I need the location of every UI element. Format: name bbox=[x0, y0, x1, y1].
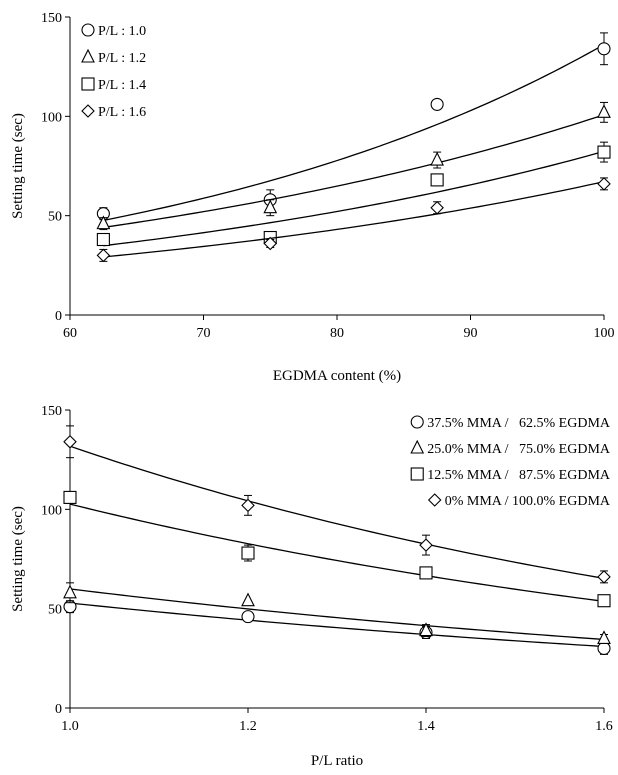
y-tick-label: 50 bbox=[48, 603, 62, 618]
trendline bbox=[69, 445, 605, 579]
y-tick-label: 0 bbox=[55, 702, 62, 717]
legend-circle-icon bbox=[81, 23, 95, 37]
series-square bbox=[96, 141, 611, 247]
y-tick-label: 150 bbox=[41, 404, 62, 419]
data-point-square bbox=[597, 145, 611, 159]
legend-square-icon bbox=[410, 467, 424, 481]
legend-label: P/L : 1.0 bbox=[98, 24, 146, 39]
y-tick-label: 100 bbox=[41, 110, 62, 125]
data-point-triangle bbox=[263, 199, 278, 214]
series-triangle bbox=[63, 582, 611, 645]
data-point-diamond bbox=[96, 248, 111, 263]
legend-label: 12.5% MMA / 87.5% EGDMA bbox=[427, 468, 611, 483]
trendline bbox=[69, 588, 605, 641]
trendline bbox=[103, 150, 605, 247]
y-tick-label: 0 bbox=[55, 309, 62, 324]
data-point-square bbox=[241, 546, 255, 560]
data-point-square bbox=[597, 594, 611, 608]
series-square bbox=[63, 490, 611, 608]
x-tick-label: 100 bbox=[594, 326, 615, 341]
data-point-diamond bbox=[63, 435, 77, 449]
legend-circle-icon bbox=[410, 415, 424, 429]
legend-label: 0% MMA / 100.0% EGDMA bbox=[445, 494, 611, 509]
series-circle bbox=[63, 600, 611, 655]
data-point-diamond bbox=[419, 538, 433, 552]
legend-triangle-icon bbox=[81, 48, 95, 63]
series-triangle bbox=[96, 101, 611, 231]
data-point-diamond bbox=[597, 177, 611, 191]
chart-egdma-content: 0 50 100 150 60 70 80 90 100 EGDMA content (%) Set… bbox=[10, 11, 615, 384]
data-point-triangle bbox=[63, 584, 77, 599]
data-point-square bbox=[419, 566, 433, 580]
x-tick-label: 1.2 bbox=[239, 719, 257, 734]
series-diamond bbox=[96, 177, 611, 263]
x-tick-label: 1.6 bbox=[595, 719, 613, 734]
series-circle bbox=[96, 32, 611, 222]
x-tick-label: 60 bbox=[63, 326, 77, 341]
y-tick-label: 50 bbox=[48, 210, 62, 225]
data-point-diamond bbox=[241, 498, 255, 513]
data-point-diamond bbox=[263, 236, 278, 251]
y-axis-label: Setting time (sec) bbox=[10, 506, 26, 612]
data-point-square bbox=[63, 490, 77, 504]
data-point-circle bbox=[597, 641, 611, 655]
series-diamond bbox=[63, 425, 611, 584]
data-point-circle bbox=[430, 97, 444, 111]
data-point-square bbox=[96, 232, 110, 247]
trendline bbox=[103, 44, 605, 222]
chart-pl-ratio: 0 50 100 150 1.0 1.2 1.4 1.6 P/L ratio Setting ti… bbox=[10, 404, 613, 769]
data-point-triangle bbox=[430, 151, 445, 166]
data-point-triangle bbox=[597, 104, 611, 118]
trendline bbox=[69, 602, 605, 648]
legend-label: 37.5% MMA / 62.5% EGDMA bbox=[427, 416, 611, 431]
data-point-triangle bbox=[597, 630, 611, 645]
trendline bbox=[103, 114, 605, 229]
x-tick-label: 1.0 bbox=[61, 719, 79, 734]
data-point-triangle bbox=[419, 622, 433, 637]
y-tick-label: 150 bbox=[41, 11, 62, 26]
trendline bbox=[103, 181, 605, 258]
legend-label: 25.0% MMA / 75.0% EGDMA bbox=[427, 442, 611, 457]
x-axis-label: P/L ratio bbox=[311, 753, 363, 769]
y-tick-label: 100 bbox=[41, 503, 62, 518]
x-tick-label: 90 bbox=[464, 326, 478, 341]
legend-label: P/L : 1.6 bbox=[98, 105, 146, 120]
data-point-diamond bbox=[430, 200, 444, 215]
legend-square-icon bbox=[81, 77, 95, 91]
legend-label: P/L : 1.4 bbox=[98, 78, 146, 93]
legend-diamond-icon bbox=[81, 104, 95, 118]
data-point-square bbox=[430, 173, 444, 187]
legend-label: P/L : 1.2 bbox=[98, 51, 146, 66]
y-axis-label: Setting time (sec) bbox=[10, 113, 26, 219]
x-tick-label: 1.4 bbox=[417, 719, 435, 734]
x-tick-label: 80 bbox=[330, 326, 344, 341]
trendline bbox=[69, 503, 605, 602]
x-tick-label: 70 bbox=[197, 326, 211, 341]
data-point-circle bbox=[597, 42, 611, 56]
legend-diamond-icon bbox=[427, 493, 442, 507]
data-point-diamond bbox=[597, 570, 611, 584]
legend: P/L : 1.0 P/L : 1.2 P/L : 1.4 P/L : 1.6 bbox=[81, 23, 146, 120]
data-point-circle bbox=[241, 610, 255, 624]
data-point-triangle bbox=[96, 215, 111, 230]
x-axis-label: EGDMA content (%) bbox=[273, 368, 401, 384]
legend: 37.5% MMA / 62.5% EGDMA 25.0% MMA / 75.0%… bbox=[410, 415, 611, 509]
data-point-triangle bbox=[241, 592, 255, 607]
legend-triangle-icon bbox=[410, 439, 425, 454]
